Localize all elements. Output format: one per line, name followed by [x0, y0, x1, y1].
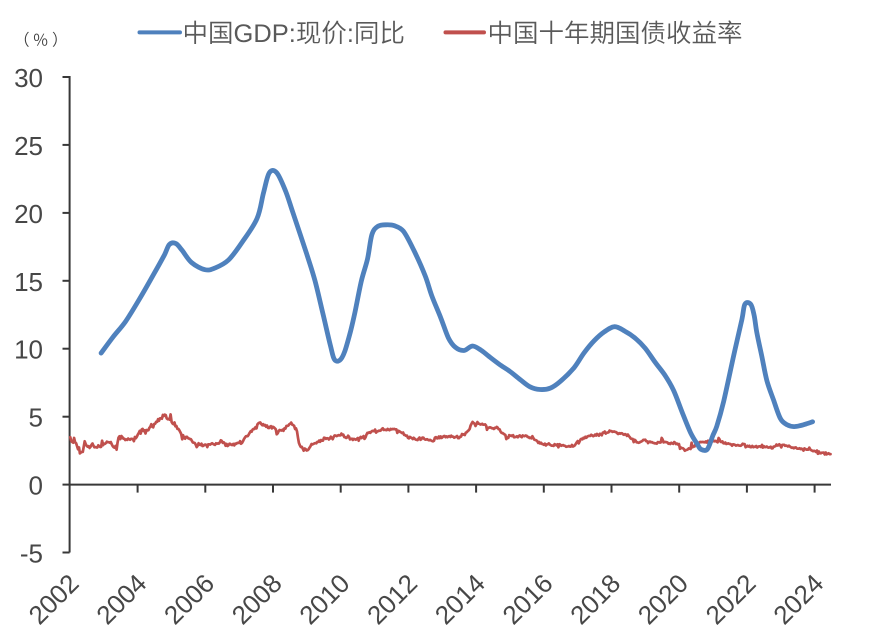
svg-text:15: 15 — [14, 267, 43, 297]
svg-text:30: 30 — [14, 63, 43, 93]
svg-text:-5: -5 — [20, 539, 43, 569]
svg-text:25: 25 — [14, 131, 43, 161]
svg-text:0: 0 — [29, 471, 43, 501]
svg-text:20: 20 — [14, 199, 43, 229]
svg-text:10: 10 — [14, 335, 43, 365]
svg-text:5: 5 — [29, 403, 43, 433]
